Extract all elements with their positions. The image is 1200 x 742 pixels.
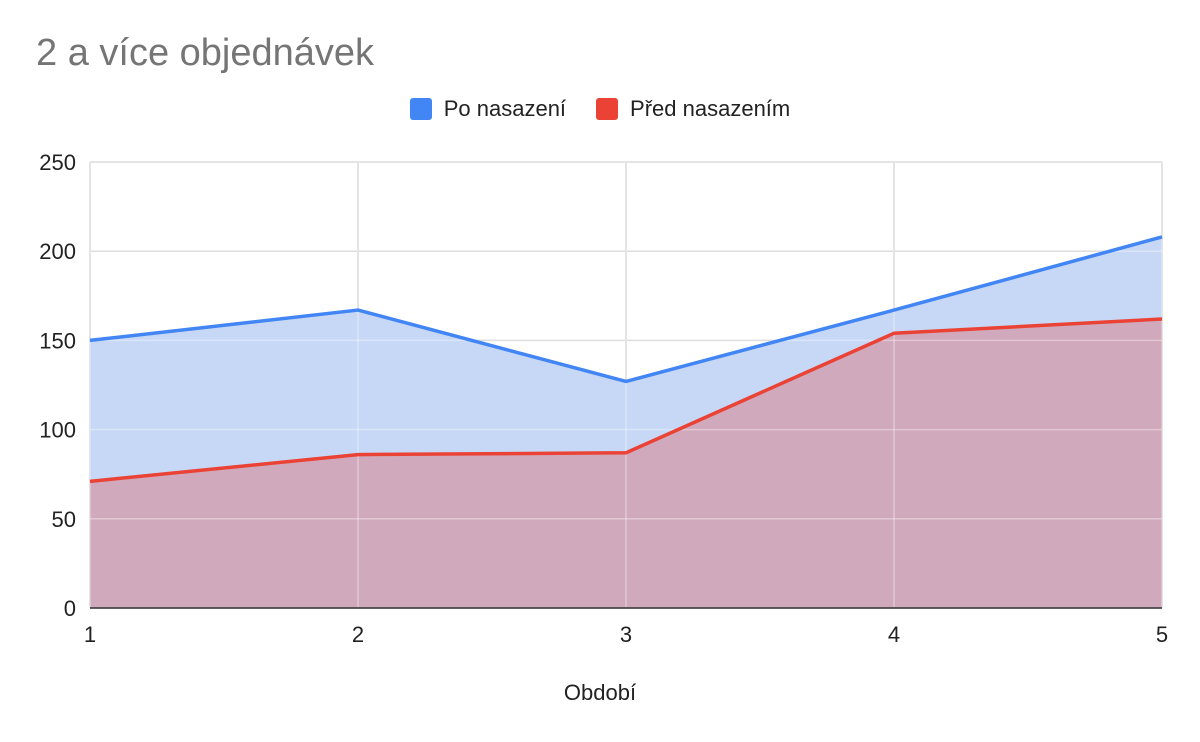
x-tick-label-5: 5 [1156,622,1168,647]
y-tick-label-50: 50 [52,507,76,532]
series-lines [89,235,1163,484]
y-tick-label-0: 0 [64,596,76,621]
x-axis-title: Období [563,680,637,705]
y-tick-labels: 0 50 100 150 200 250 [39,150,76,621]
x-tick-label-3: 3 [620,622,632,647]
y-tick-label-250: 250 [39,150,76,175]
legend: Po nasazení Před nasazením [0,96,1200,122]
legend-entry-po-nasazeni[interactable]: Po nasazení [409,96,567,122]
legend-swatch-po-nasazeni [409,98,432,120]
x-tick-label-4: 4 [888,622,900,647]
y-tick-label-100: 100 [39,418,76,443]
legend-entry-pred-nasazenim[interactable]: Před nasazením [596,96,790,122]
x-tick-label-1: 1 [84,622,96,647]
x-tick-labels: 1 2 3 4 5 [84,622,1168,647]
legend-label-po-nasazeni: Po nasazení [443,96,567,121]
y-tick-label-150: 150 [39,328,76,353]
chart-title: 2 a více objednávek [36,32,375,74]
y-tick-label-200: 200 [39,239,76,264]
x-tick-label-2: 2 [352,622,364,647]
legend-label-pred-nasazenim: Před nasazením [630,96,791,121]
area-series-1 [90,318,1162,608]
series-areas [89,161,1163,609]
legend-swatch-pred-nasazenim [596,98,619,120]
